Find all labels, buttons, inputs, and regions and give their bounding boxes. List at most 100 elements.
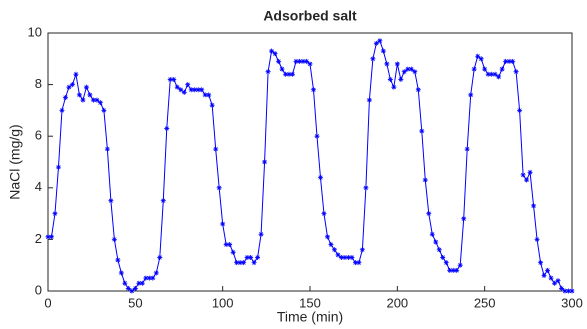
data-marker bbox=[136, 280, 142, 286]
data-marker bbox=[419, 128, 425, 134]
data-marker bbox=[531, 203, 537, 209]
data-marker bbox=[317, 174, 323, 180]
data-marker bbox=[230, 249, 236, 255]
data-marker bbox=[401, 69, 407, 75]
chart-title: Adsorbed salt bbox=[263, 8, 357, 24]
data-marker bbox=[552, 280, 558, 286]
data-marker bbox=[398, 76, 404, 82]
data-marker bbox=[338, 254, 344, 260]
data-marker bbox=[164, 125, 170, 131]
data-marker bbox=[422, 177, 428, 183]
data-marker bbox=[545, 267, 551, 273]
data-marker bbox=[143, 275, 149, 281]
data-marker bbox=[48, 234, 54, 240]
data-marker bbox=[408, 66, 414, 72]
data-marker bbox=[192, 87, 198, 93]
data-marker bbox=[244, 254, 250, 260]
data-marker bbox=[307, 61, 313, 67]
data-marker bbox=[328, 242, 334, 248]
data-marker bbox=[129, 288, 135, 294]
data-marker bbox=[569, 288, 575, 294]
data-marker bbox=[104, 146, 110, 152]
data-marker bbox=[310, 87, 316, 93]
data-marker bbox=[555, 278, 561, 284]
data-marker bbox=[384, 61, 390, 67]
data-marker bbox=[524, 177, 530, 183]
x-tick-label: 200 bbox=[386, 295, 408, 310]
data-marker bbox=[415, 87, 421, 93]
data-marker bbox=[380, 48, 386, 54]
data-marker bbox=[359, 247, 365, 253]
data-marker bbox=[62, 95, 68, 100]
x-tick-label: 50 bbox=[128, 295, 142, 310]
data-marker bbox=[293, 58, 299, 64]
data-marker bbox=[394, 61, 400, 67]
data-marker bbox=[227, 242, 233, 248]
x-tick-label: 100 bbox=[212, 295, 234, 310]
data-marker bbox=[220, 221, 226, 227]
data-marker bbox=[97, 100, 103, 106]
y-tick-label: 6 bbox=[35, 128, 42, 143]
data-marker bbox=[387, 76, 393, 82]
data-marker bbox=[440, 254, 446, 260]
data-marker bbox=[499, 66, 505, 72]
data-marker bbox=[118, 270, 124, 276]
data-marker bbox=[199, 87, 205, 93]
data-marker bbox=[377, 38, 383, 44]
data-marker bbox=[450, 267, 456, 273]
data-marker bbox=[262, 159, 268, 165]
data-marker bbox=[534, 236, 540, 242]
data-marker bbox=[255, 254, 261, 260]
data-marker bbox=[527, 169, 533, 175]
y-tick-label: 8 bbox=[35, 76, 42, 91]
data-marker bbox=[94, 97, 100, 103]
data-marker bbox=[178, 87, 184, 93]
data-marker bbox=[436, 247, 442, 253]
data-marker bbox=[45, 234, 51, 240]
data-marker bbox=[471, 66, 477, 72]
data-marker bbox=[464, 146, 470, 152]
data-marker bbox=[489, 71, 495, 77]
data-marker bbox=[412, 69, 418, 75]
data-marker bbox=[478, 56, 484, 62]
y-tick-label: 10 bbox=[28, 24, 42, 39]
data-marker bbox=[335, 252, 341, 258]
data-marker bbox=[391, 84, 397, 90]
data-marker bbox=[223, 242, 229, 248]
data-marker bbox=[475, 53, 481, 59]
y-tick-label: 0 bbox=[35, 282, 42, 297]
data-marker bbox=[83, 84, 89, 90]
x-tick-label: 0 bbox=[44, 295, 51, 310]
data-marker bbox=[520, 172, 526, 178]
data-marker bbox=[150, 275, 156, 281]
data-marker bbox=[559, 285, 565, 291]
data-marker bbox=[503, 58, 509, 64]
data-marker bbox=[541, 273, 547, 279]
data-marker bbox=[146, 275, 152, 281]
data-marker bbox=[76, 92, 82, 98]
y-axis-label: NaCl (mg/g) bbox=[7, 124, 23, 199]
data-marker bbox=[352, 260, 358, 266]
data-marker bbox=[538, 260, 544, 266]
data-marker bbox=[482, 66, 488, 72]
data-marker bbox=[276, 58, 282, 64]
data-marker bbox=[485, 71, 491, 77]
data-marker bbox=[206, 92, 212, 98]
data-marker bbox=[59, 107, 65, 113]
data-marker bbox=[216, 185, 222, 191]
y-tick-label: 2 bbox=[35, 231, 42, 246]
data-marker bbox=[153, 270, 159, 276]
data-marker bbox=[185, 82, 191, 88]
data-marker bbox=[331, 247, 337, 253]
data-marker bbox=[157, 254, 163, 260]
data-marker bbox=[265, 69, 271, 75]
data-marker bbox=[132, 285, 138, 291]
data-marker bbox=[195, 87, 201, 93]
data-marker bbox=[80, 97, 86, 103]
data-marker bbox=[248, 254, 254, 260]
data-marker bbox=[345, 254, 351, 260]
data-marker bbox=[160, 198, 166, 204]
x-tick-label: 150 bbox=[299, 295, 321, 310]
data-marker bbox=[342, 254, 348, 260]
data-marker bbox=[356, 260, 362, 266]
